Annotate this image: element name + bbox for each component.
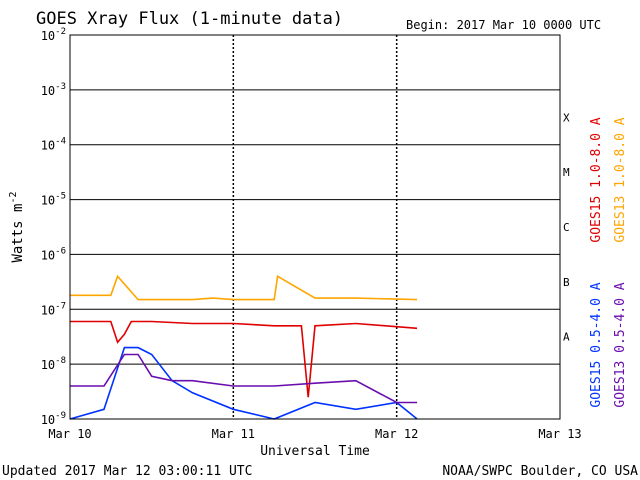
flare-class-label: C — [563, 221, 570, 234]
x-tick-label: Mar 12 — [375, 427, 418, 441]
gridlines — [70, 35, 560, 419]
x-tick-label: Mar 13 — [538, 427, 581, 441]
flare-class-labels: A B C M X — [563, 111, 570, 343]
y-tick-labels: 10-9 10-8 10-7 10-6 10-5 10-4 10-3 10-2 — [41, 27, 66, 427]
x-axis-label: Universal Time — [260, 444, 370, 459]
series-layer — [69, 274, 418, 420]
series-line-3 — [69, 346, 418, 420]
legend-entry: GOES13 0.5-4.0 A — [613, 282, 628, 407]
y-tick-label: 10-5 — [41, 192, 66, 208]
series-line-4 — [70, 353, 418, 404]
y-tick-label: 10-3 — [41, 82, 66, 98]
legend: GOES15 1.0-8.0 A GOES13 1.0-8.0 A GOES15 0… — [589, 117, 628, 407]
flare-class-label: M — [563, 166, 570, 179]
credit-label: NOAA/SWPC Boulder, CO USA — [442, 464, 638, 479]
x-tick-label: Mar 10 — [48, 427, 91, 441]
legend-entry: GOES13 1.0-8.0 A — [613, 117, 628, 242]
y-tick-label: 10-7 — [41, 301, 66, 317]
y-axis-label: Watts m-2 — [8, 191, 26, 262]
flare-class-label: A — [563, 331, 570, 344]
y-tick-label: 10-6 — [41, 246, 66, 262]
legend-entry: GOES15 0.5-4.0 A — [589, 282, 604, 407]
flare-class-label: B — [563, 276, 570, 289]
series-line-2 — [70, 274, 418, 301]
y-tick-label: 10-9 — [41, 411, 66, 427]
y-tick-label: 10-4 — [41, 137, 66, 153]
legend-entry: GOES15 1.0-8.0 A — [589, 117, 604, 242]
y-tick-label: 10-2 — [41, 27, 66, 43]
updated-label: Updated 2017 Mar 12 03:00:11 UTC — [2, 464, 252, 479]
flare-class-label: X — [563, 111, 570, 124]
y-tick-label: 10-8 — [41, 356, 66, 372]
chart-title: GOES Xray Flux (1-minute data) — [36, 9, 343, 29]
x-tick-labels: Mar 10 Mar 11 Mar 12 Mar 13 — [48, 427, 581, 441]
begin-label: Begin: 2017 Mar 10 0000 UTC — [406, 18, 601, 32]
series-line-1 — [70, 320, 418, 398]
x-tick-label: Mar 11 — [212, 427, 255, 441]
plot-frame — [69, 34, 561, 420]
